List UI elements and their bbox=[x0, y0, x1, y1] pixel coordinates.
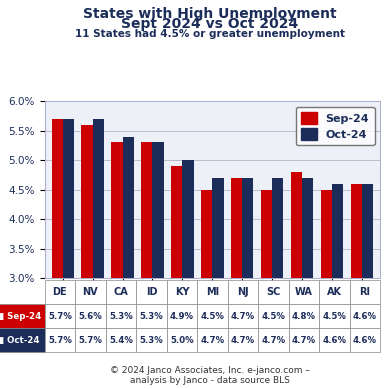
Bar bbox=[332, 184, 343, 389]
Bar bbox=[62, 119, 74, 389]
Bar bbox=[93, 119, 104, 389]
Bar bbox=[272, 178, 284, 389]
Bar bbox=[201, 190, 213, 389]
Bar bbox=[242, 178, 253, 389]
Text: analysis by Janco - data source BLS: analysis by Janco - data source BLS bbox=[130, 376, 289, 385]
Bar bbox=[362, 184, 373, 389]
Text: © 2024 Janco Associates, Inc. e-janco.com –: © 2024 Janco Associates, Inc. e-janco.co… bbox=[109, 366, 310, 375]
Bar bbox=[321, 190, 332, 389]
Bar bbox=[152, 142, 164, 389]
Bar bbox=[231, 178, 242, 389]
Bar bbox=[171, 166, 182, 389]
Text: 11 States had 4.5% or greater unemployment: 11 States had 4.5% or greater unemployme… bbox=[74, 29, 345, 39]
Legend: Sep-24, Oct-24: Sep-24, Oct-24 bbox=[296, 107, 375, 145]
Bar bbox=[302, 178, 314, 389]
Bar bbox=[291, 172, 302, 389]
Bar bbox=[141, 142, 152, 389]
Text: States with High Unemployment: States with High Unemployment bbox=[83, 7, 336, 21]
Bar bbox=[213, 178, 223, 389]
Bar bbox=[351, 184, 362, 389]
Bar bbox=[182, 160, 194, 389]
Bar bbox=[111, 142, 123, 389]
Bar bbox=[52, 119, 62, 389]
Bar bbox=[81, 125, 93, 389]
Bar bbox=[261, 190, 272, 389]
Bar bbox=[123, 137, 133, 389]
Text: Sept 2024 vs Oct 2024: Sept 2024 vs Oct 2024 bbox=[121, 17, 298, 31]
